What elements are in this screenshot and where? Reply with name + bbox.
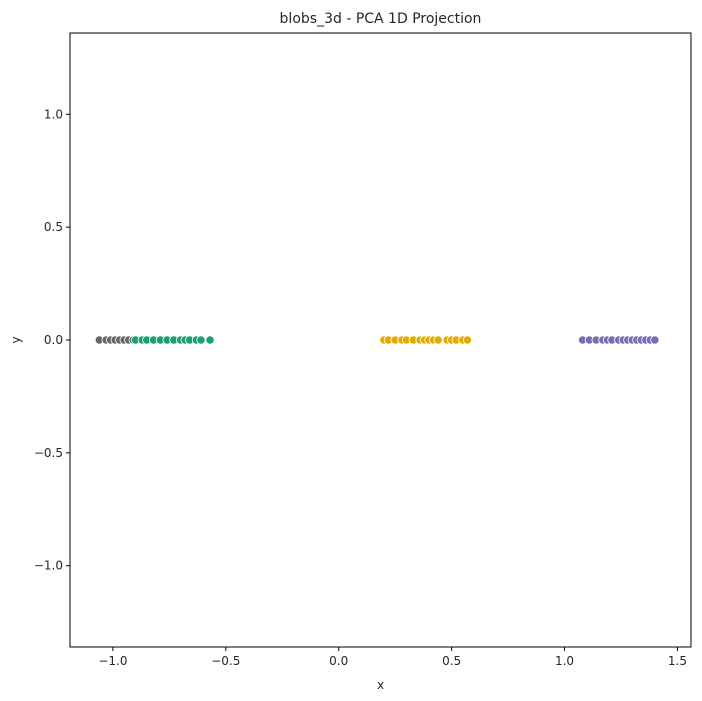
y-tick-label: 0.5 — [44, 220, 63, 234]
scatter-point — [650, 335, 660, 345]
y-axis: 1.0 0.5 0.0 −0.5 −1.0 — [34, 107, 70, 573]
y-axis-label: y — [9, 336, 23, 343]
chart-title: blobs_3d - PCA 1D Projection — [280, 11, 482, 27]
y-tick-label: 0.0 — [44, 333, 63, 347]
scatter-point — [462, 335, 473, 345]
y-tick-label: 1.0 — [44, 107, 63, 121]
y-tick-label: −0.5 — [34, 446, 63, 460]
x-tick-label: 0.0 — [329, 654, 348, 668]
y-tick-label: −1.0 — [34, 559, 63, 573]
x-axis-label: x — [377, 678, 384, 692]
scatter-point — [433, 335, 443, 345]
x-tick-label: 1.0 — [555, 654, 574, 668]
x-tick-label: −1.0 — [98, 654, 127, 668]
x-tick-label: −0.5 — [211, 654, 240, 668]
x-tick-label: 1.5 — [668, 654, 687, 668]
scatter-point — [205, 335, 215, 345]
scatter-point — [196, 335, 206, 345]
x-axis: −1.0 −0.5 0.0 0.5 1.0 1.5 — [98, 647, 687, 668]
x-tick-label: 0.5 — [442, 654, 461, 668]
plot-area — [94, 335, 660, 345]
